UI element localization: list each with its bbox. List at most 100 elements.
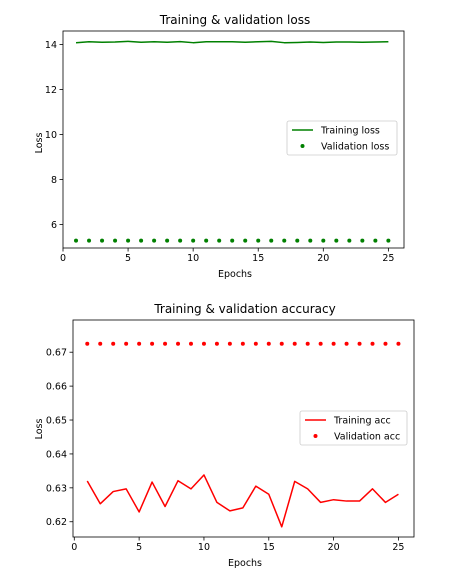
accuracy-chart-ylabel: Loss — [34, 419, 45, 440]
loss-validation-point — [217, 238, 222, 243]
loss-validation-point — [74, 238, 79, 243]
loss-validation-point — [87, 238, 92, 243]
accuracy-validation-point — [331, 341, 336, 346]
loss-chart-frame — [62, 30, 405, 249]
accuracy-chart-xlabel: Epochs — [228, 558, 262, 569]
loss-validation-point — [165, 238, 170, 243]
loss-chart-title: Training & validation loss — [159, 13, 310, 27]
accuracy-chart-legend: Training acc Validation acc — [299, 410, 408, 446]
loss-xtick-label: 15 — [252, 253, 264, 264]
loss-chart-ylabel: Loss — [34, 133, 45, 154]
loss-validation-point — [139, 238, 144, 243]
loss-chart-xlabel: Epochs — [218, 269, 252, 280]
loss-validation-point — [243, 238, 248, 243]
loss-validation-point — [269, 238, 274, 243]
accuracy-validation-point — [383, 341, 388, 346]
loss-xtick-label: 20 — [317, 253, 329, 264]
loss-validation-point — [126, 238, 131, 243]
loss-chart-marks — [74, 40, 391, 243]
loss-validation-point — [347, 238, 352, 243]
loss-chart: Training & validation loss Epochs Loss 0… — [34, 13, 405, 280]
accuracy-xtick-label: 25 — [392, 542, 404, 553]
accuracy-validation-point — [305, 341, 310, 346]
accuracy-xtick-label: 5 — [136, 542, 142, 553]
accuracy-chart-marks — [85, 341, 401, 528]
accuracy-validation-point — [357, 341, 362, 346]
loss-legend-validation-label: Validation loss — [321, 142, 389, 153]
accuracy-validation-point — [137, 341, 142, 346]
loss-xtick-label: 0 — [60, 253, 66, 264]
accuracy-legend-dot-swatch — [313, 434, 318, 438]
loss-validation-point — [308, 238, 313, 243]
accuracy-ytick-label: 0.66 — [46, 382, 67, 393]
loss-validation-point — [178, 238, 183, 243]
accuracy-training-series-line — [86, 474, 399, 528]
accuracy-validation-point — [253, 341, 258, 346]
accuracy-xtick-label: 0 — [71, 542, 77, 553]
accuracy-validation-point — [214, 341, 219, 346]
accuracy-ytick-label: 0.63 — [46, 483, 67, 494]
loss-validation-point — [321, 238, 326, 243]
accuracy-xtick-label: 15 — [263, 542, 275, 553]
accuracy-validation-point — [150, 341, 155, 346]
accuracy-xtick-label: 10 — [198, 542, 210, 553]
accuracy-chart-frame — [72, 319, 415, 538]
accuracy-validation-point — [111, 341, 116, 346]
accuracy-validation-point — [227, 341, 232, 346]
accuracy-chart: Training & validation accuracy Epochs Lo… — [34, 302, 415, 569]
accuracy-validation-point — [396, 341, 401, 346]
accuracy-validation-point — [240, 341, 245, 346]
accuracy-ytick-label: 0.67 — [46, 348, 67, 359]
loss-training-series-line — [75, 40, 389, 44]
loss-validation-point — [100, 238, 105, 243]
accuracy-validation-point — [279, 341, 284, 346]
loss-ytick-label: 12 — [45, 85, 57, 96]
loss-legend-dot-swatch — [300, 144, 305, 148]
accuracy-validation-point — [370, 341, 375, 346]
loss-xtick-label: 5 — [125, 253, 131, 264]
accuracy-ytick-label: 0.62 — [46, 517, 67, 528]
accuracy-ytick-label: 0.64 — [46, 449, 67, 460]
loss-validation-point — [386, 238, 391, 243]
accuracy-xtick-label: 20 — [328, 542, 340, 553]
loss-ytick-label: 10 — [45, 130, 57, 141]
loss-validation-point — [256, 238, 261, 243]
loss-validation-point — [152, 238, 157, 243]
accuracy-chart-ticks: 0 5 10 15 20 25 0.62 0.63 0.64 0.65 0.66 0.67 — [46, 348, 405, 553]
loss-validation-point — [373, 238, 378, 243]
accuracy-validation-point — [266, 341, 271, 346]
loss-chart-ticks: 0 5 10 15 20 25 6 8 10 12 14 — [45, 40, 395, 264]
loss-xtick-label: 25 — [382, 253, 394, 264]
accuracy-validation-point — [201, 341, 206, 346]
accuracy-validation-point — [85, 341, 90, 346]
accuracy-legend-validation-label: Validation acc — [334, 432, 400, 443]
accuracy-validation-point — [188, 341, 193, 346]
loss-xtick-label: 10 — [187, 253, 199, 264]
accuracy-validation-point — [344, 341, 349, 346]
loss-ytick-label: 14 — [45, 40, 57, 51]
loss-validation-point — [230, 238, 235, 243]
loss-legend-training-label: Training loss — [320, 126, 380, 137]
accuracy-legend-box — [299, 410, 408, 446]
loss-validation-point — [334, 238, 339, 243]
loss-ytick-label: 6 — [51, 220, 57, 231]
loss-validation-point — [295, 238, 300, 243]
accuracy-legend-training-label: Training acc — [333, 416, 391, 427]
accuracy-validation-point — [124, 341, 129, 346]
loss-validation-point — [282, 238, 287, 243]
accuracy-ytick-label: 0.65 — [46, 416, 67, 427]
loss-validation-point — [360, 238, 365, 243]
loss-validation-point — [204, 238, 209, 243]
loss-validation-point — [113, 238, 118, 243]
loss-ytick-label: 8 — [51, 175, 57, 186]
accuracy-validation-point — [98, 341, 103, 346]
loss-validation-point — [191, 238, 196, 243]
accuracy-validation-point — [292, 341, 297, 346]
accuracy-validation-point — [163, 341, 168, 346]
loss-chart-legend: Training loss Validation loss — [286, 120, 398, 156]
accuracy-validation-point — [318, 341, 323, 346]
accuracy-chart-title: Training & validation accuracy — [153, 302, 335, 316]
accuracy-validation-point — [176, 341, 181, 346]
